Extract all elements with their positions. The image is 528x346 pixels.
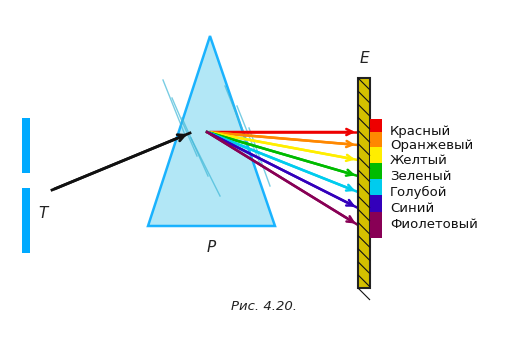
Bar [370,147,382,173]
Text: Синий: Синий [390,201,434,215]
Bar [22,118,30,173]
Text: Рис. 4.20.: Рис. 4.20. [231,300,297,312]
Text: E: E [359,51,369,66]
Bar [358,78,370,288]
Bar [370,195,382,221]
Text: Красный: Красный [390,126,451,138]
Text: Зеленый: Зеленый [390,170,451,182]
Text: Желтый: Желтый [390,154,448,166]
Bar [370,212,382,238]
Bar [22,188,30,253]
Text: T: T [38,206,48,220]
Bar [370,163,382,189]
Text: Оранжевый: Оранжевый [390,138,473,152]
Text: Фиолетовый: Фиолетовый [390,219,478,231]
Bar [370,179,382,205]
Text: P: P [207,240,216,255]
Polygon shape [148,36,275,226]
Bar [370,132,382,158]
Bar [370,119,382,145]
Text: Голубой: Голубой [390,185,448,199]
